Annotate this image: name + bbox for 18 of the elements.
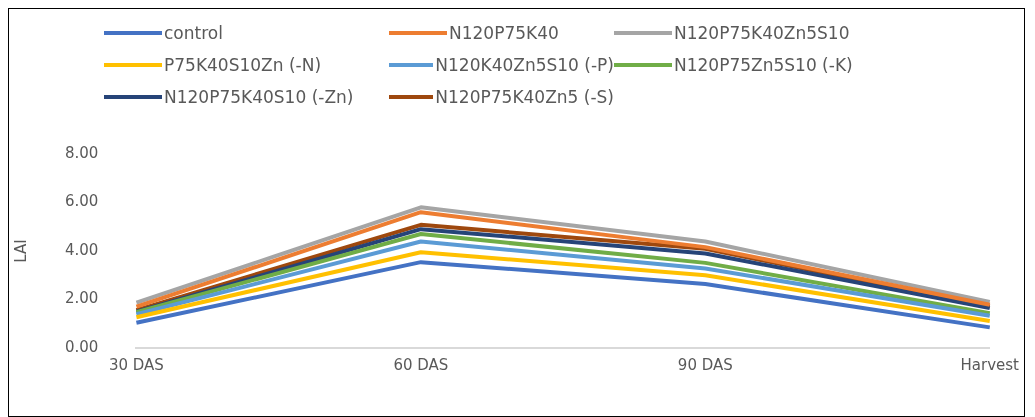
legend-label: N120K40Zn5S10 (-P) <box>435 55 614 75</box>
legend-label: N120P75K40S10 (-Zn) <box>164 87 354 107</box>
y-tick-label: 6.00 <box>64 192 99 211</box>
x-tick-label: Harvest <box>960 355 1020 374</box>
y-tick-label: 0.00 <box>64 337 99 356</box>
x-tick-label: 30 DAS <box>108 355 164 374</box>
legend-label: control <box>164 23 223 43</box>
legend-label: N120P75Zn5S10 (-K) <box>674 55 853 75</box>
x-tick-label: 90 DAS <box>677 355 733 374</box>
legend-label: N120P75K40Zn5S10 <box>674 23 850 43</box>
legend-label: N120P75K40Zn5 (-S) <box>435 87 614 107</box>
x-tick-label: 60 DAS <box>393 355 449 374</box>
y-tick-label: 8.00 <box>64 143 99 162</box>
legend-label: N120P75K40 <box>449 23 559 43</box>
y-tick-label: 4.00 <box>64 240 99 259</box>
y-tick-label: 2.00 <box>64 289 99 308</box>
legend-label: P75K40S10Zn (-N) <box>164 55 322 75</box>
y-axis-title: LAI <box>11 239 30 263</box>
